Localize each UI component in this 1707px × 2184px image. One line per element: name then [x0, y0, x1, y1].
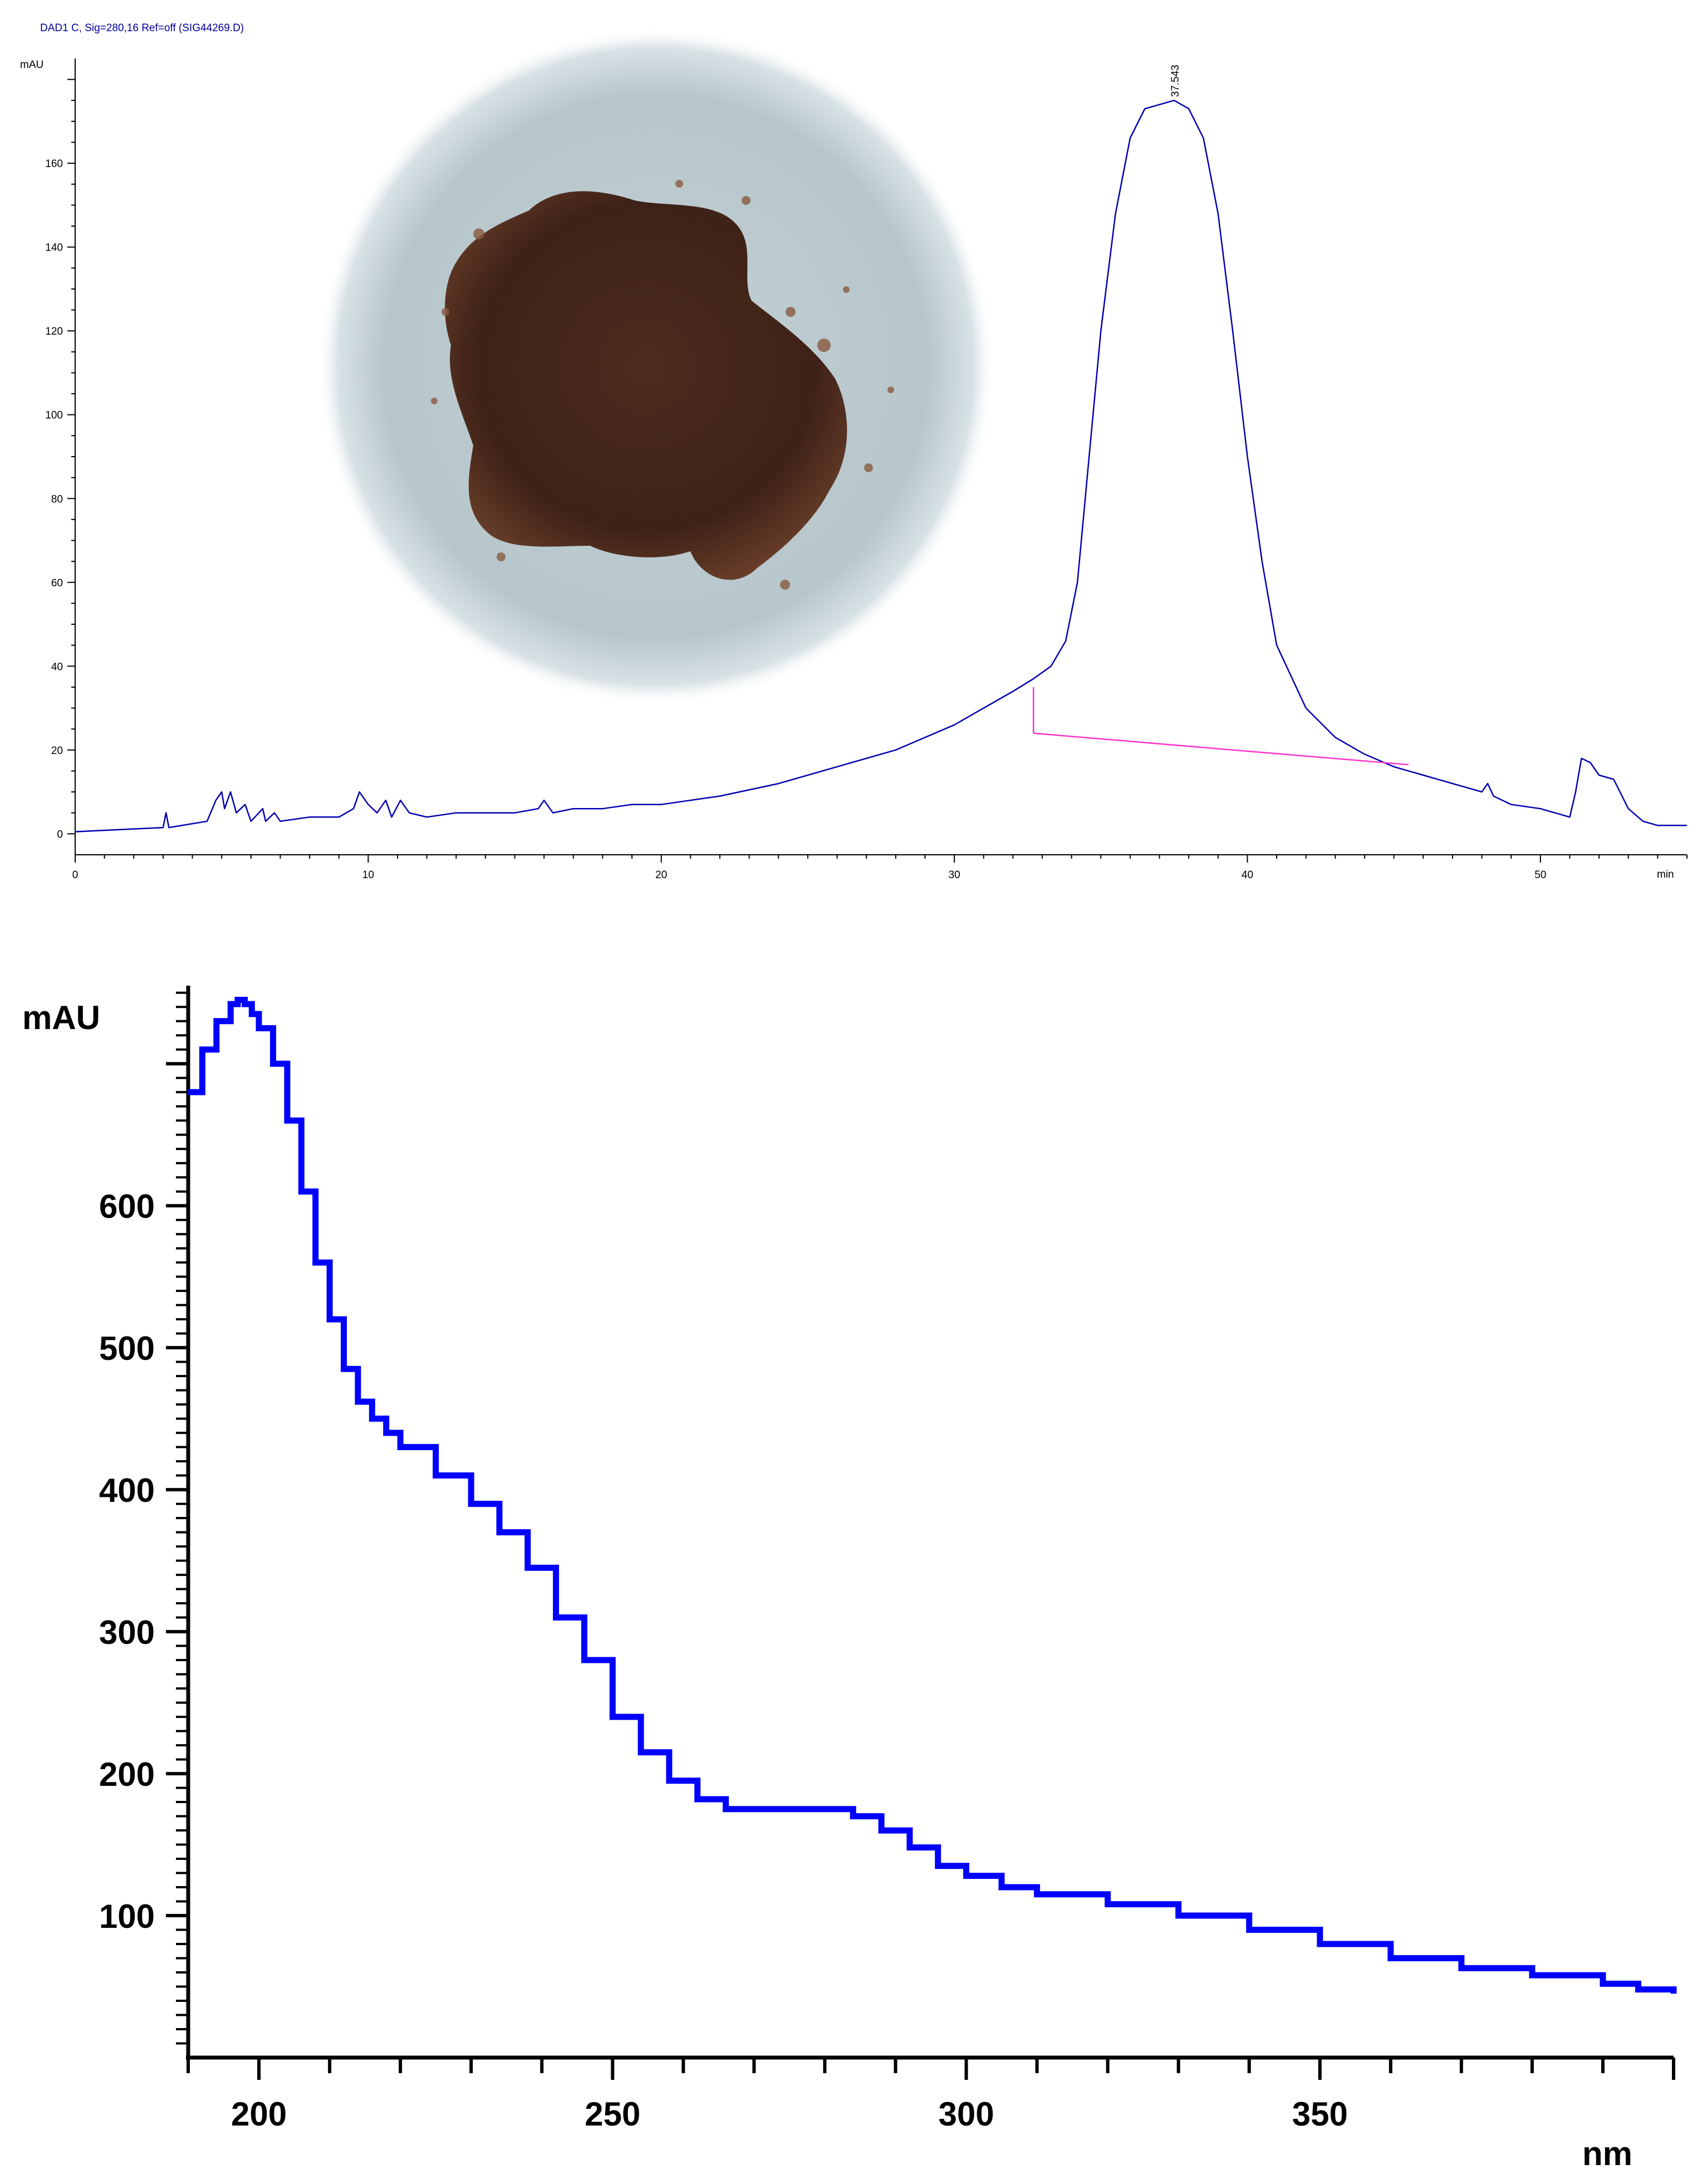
chart1-xlabel: min [1657, 869, 1674, 880]
powder-pile [445, 191, 847, 580]
chart2-y-tick-label: 500 [99, 1330, 155, 1367]
uv-spectrum-trace [188, 997, 1677, 1994]
chart1-ylabel: mAU [20, 59, 43, 71]
chart1-y-tick-label: 140 [45, 242, 63, 254]
chart1-x-tick-label: 10 [362, 869, 374, 881]
integration-baseline [1033, 732, 1409, 766]
chart1-x-tick-label: 30 [949, 869, 960, 881]
chart1-y-tick-label: 0 [57, 829, 63, 840]
chart2-y-tick-label: 400 [99, 1472, 155, 1509]
chart1-y-tick-label: 100 [45, 410, 63, 422]
chart1-y-tick-label: 40 [51, 661, 63, 673]
chart2-y-tick-label: 200 [99, 1756, 155, 1793]
chart1-y-tick-label: 20 [51, 745, 63, 757]
chromatogram-trace [75, 100, 1687, 833]
chart2-x-tick-label: 300 [938, 2095, 994, 2133]
powder-specks [431, 180, 894, 590]
chart2-y-tick-label: 300 [99, 1614, 155, 1651]
uv-spectrum-chart: mAU nm 100 200 300 400 500 600 200 250 300 350 [22, 986, 1677, 2172]
chart2-y-tick-label: 600 [99, 1188, 155, 1225]
chart1-x-tick-label: 0 [72, 869, 79, 881]
chart1-x-tick-label: 20 [655, 869, 667, 881]
chart2-xlabel: nm [1582, 2135, 1632, 2172]
chromatogram-axes: 0 20 40 60 80 100 120 140 160 0 10 20 30 40 50 [45, 58, 1688, 881]
chart2-ylabel: mAU [22, 999, 100, 1036]
spectrum-plot-area [188, 997, 1677, 1994]
chart1-y-tick-label: 60 [51, 577, 63, 589]
chromatogram-plot-area: 37.543 [75, 65, 1687, 833]
chromatogram-chart: DAD1 C, Sig=280,16 Ref=off (SIG44269.D) … [20, 22, 1688, 881]
powder-sample-photo [317, 28, 994, 705]
spectrum-axes: 100 200 300 400 500 600 200 250 300 350 [99, 986, 1675, 2133]
chart1-y-tick-label: 120 [45, 326, 63, 337]
chart1-y-tick-label: 80 [51, 493, 63, 505]
chart2-x-tick-label: 250 [585, 2095, 640, 2133]
peak-retention-label: 37.543 [1170, 65, 1181, 97]
chart2-x-tick-label: 350 [1292, 2095, 1348, 2133]
chart1-title: DAD1 C, Sig=280,16 Ref=off (SIG44269.D) [40, 22, 244, 34]
chart1-x-tick-label: 40 [1242, 869, 1253, 881]
chart1-x-tick-label: 50 [1534, 869, 1546, 881]
chart2-x-tick-label: 200 [231, 2095, 287, 2133]
chart1-y-tick-label: 160 [45, 158, 63, 170]
chart2-y-tick-label: 100 [99, 1898, 155, 1935]
